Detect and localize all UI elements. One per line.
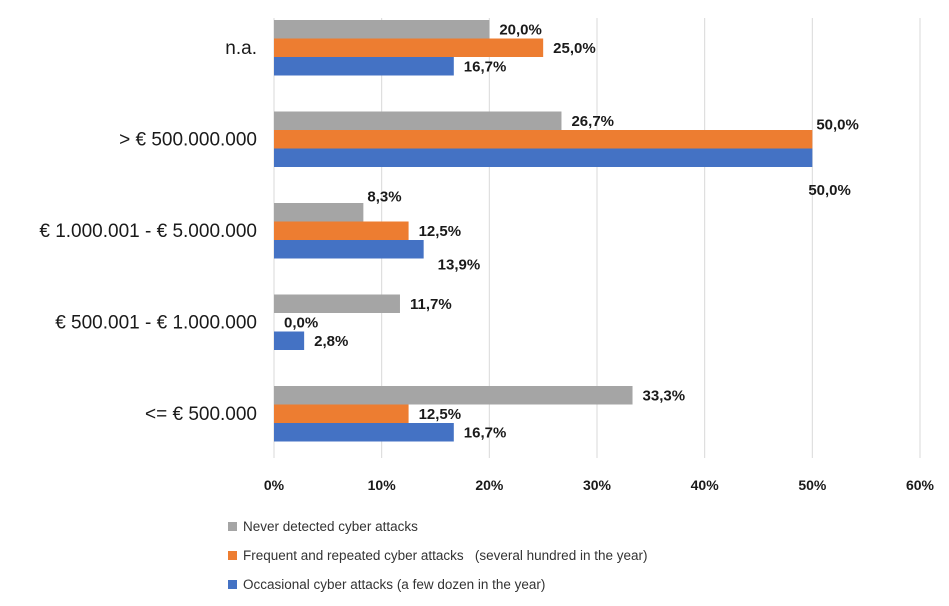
- data-label: 2,8%: [314, 333, 348, 350]
- bar: [274, 240, 424, 259]
- bars: [274, 20, 813, 442]
- legend-swatch: [228, 580, 237, 589]
- tick-label: 40%: [691, 477, 720, 493]
- legend-item: Never detected cyber attacks: [228, 512, 647, 541]
- legend-label: Occasional cyber attacks (a few dozen in…: [243, 577, 546, 592]
- tick-label: 0%: [264, 477, 285, 493]
- data-label: 16,7%: [464, 424, 507, 441]
- bar: [274, 111, 562, 130]
- data-label: 13,9%: [438, 256, 481, 273]
- data-label: 25,0%: [553, 40, 596, 57]
- gridlines: [273, 18, 921, 458]
- legend: Never detected cyber attacks Frequent an…: [228, 512, 647, 599]
- data-label: 20,0%: [499, 21, 542, 38]
- bar: [274, 20, 490, 39]
- tick-label: 30%: [583, 477, 612, 493]
- data-label: 16,7%: [464, 58, 507, 75]
- data-label: 33,3%: [643, 387, 686, 404]
- tick-label: 10%: [368, 477, 397, 493]
- tick-label: 20%: [475, 477, 504, 493]
- bar: [274, 404, 409, 423]
- data-label: 12,5%: [419, 223, 462, 240]
- legend-item: Occasional cyber attacks (a few dozen in…: [228, 570, 647, 599]
- data-labels: 20,0%25,0%16,7%26,7% 50,0%50,0%8,3%12,5%1…: [284, 21, 859, 441]
- category-label: n.a.: [225, 38, 257, 59]
- bar: [274, 57, 454, 76]
- x-axis-ticks: 0% 10% 20% 30% 40% 50% 60%: [264, 477, 935, 493]
- legend-label: Never detected cyber attacks: [243, 519, 418, 534]
- legend-swatch: [228, 551, 237, 560]
- data-label: 50,0%: [808, 182, 851, 199]
- legend-swatch: [228, 522, 237, 531]
- bar: [274, 221, 409, 240]
- data-label: 0,0%: [284, 314, 318, 331]
- legend-label: Frequent and repeated cyber attacks (sev…: [243, 548, 648, 563]
- data-label: 11,7%: [410, 296, 452, 313]
- bar: [274, 294, 400, 313]
- data-label: 12,5%: [419, 406, 462, 423]
- tick-label: 50%: [798, 477, 827, 493]
- category-label: € 1.000.001 - € 5.000.000: [39, 221, 257, 242]
- category-label: € 500.001 - € 1.000.000: [55, 312, 257, 333]
- legend-item: Frequent and repeated cyber attacks (sev…: [228, 541, 647, 570]
- category-label: > € 500.000.000: [119, 129, 257, 150]
- data-label: 8,3%: [367, 188, 401, 205]
- category-label: <= € 500.000: [145, 404, 257, 425]
- bar: [274, 130, 813, 149]
- bar: [274, 331, 305, 350]
- bar: [274, 423, 454, 442]
- bar: [274, 148, 813, 167]
- data-label: 26,7%: [571, 113, 614, 130]
- bar: [274, 386, 633, 405]
- bar: [274, 38, 544, 57]
- data-label: 50,0%: [816, 116, 859, 133]
- bar: [274, 203, 364, 222]
- tick-label: 60%: [906, 477, 935, 493]
- category-labels: n.a. > € 500.000.000 € 1.000.001 - € 5.000…: [39, 38, 257, 425]
